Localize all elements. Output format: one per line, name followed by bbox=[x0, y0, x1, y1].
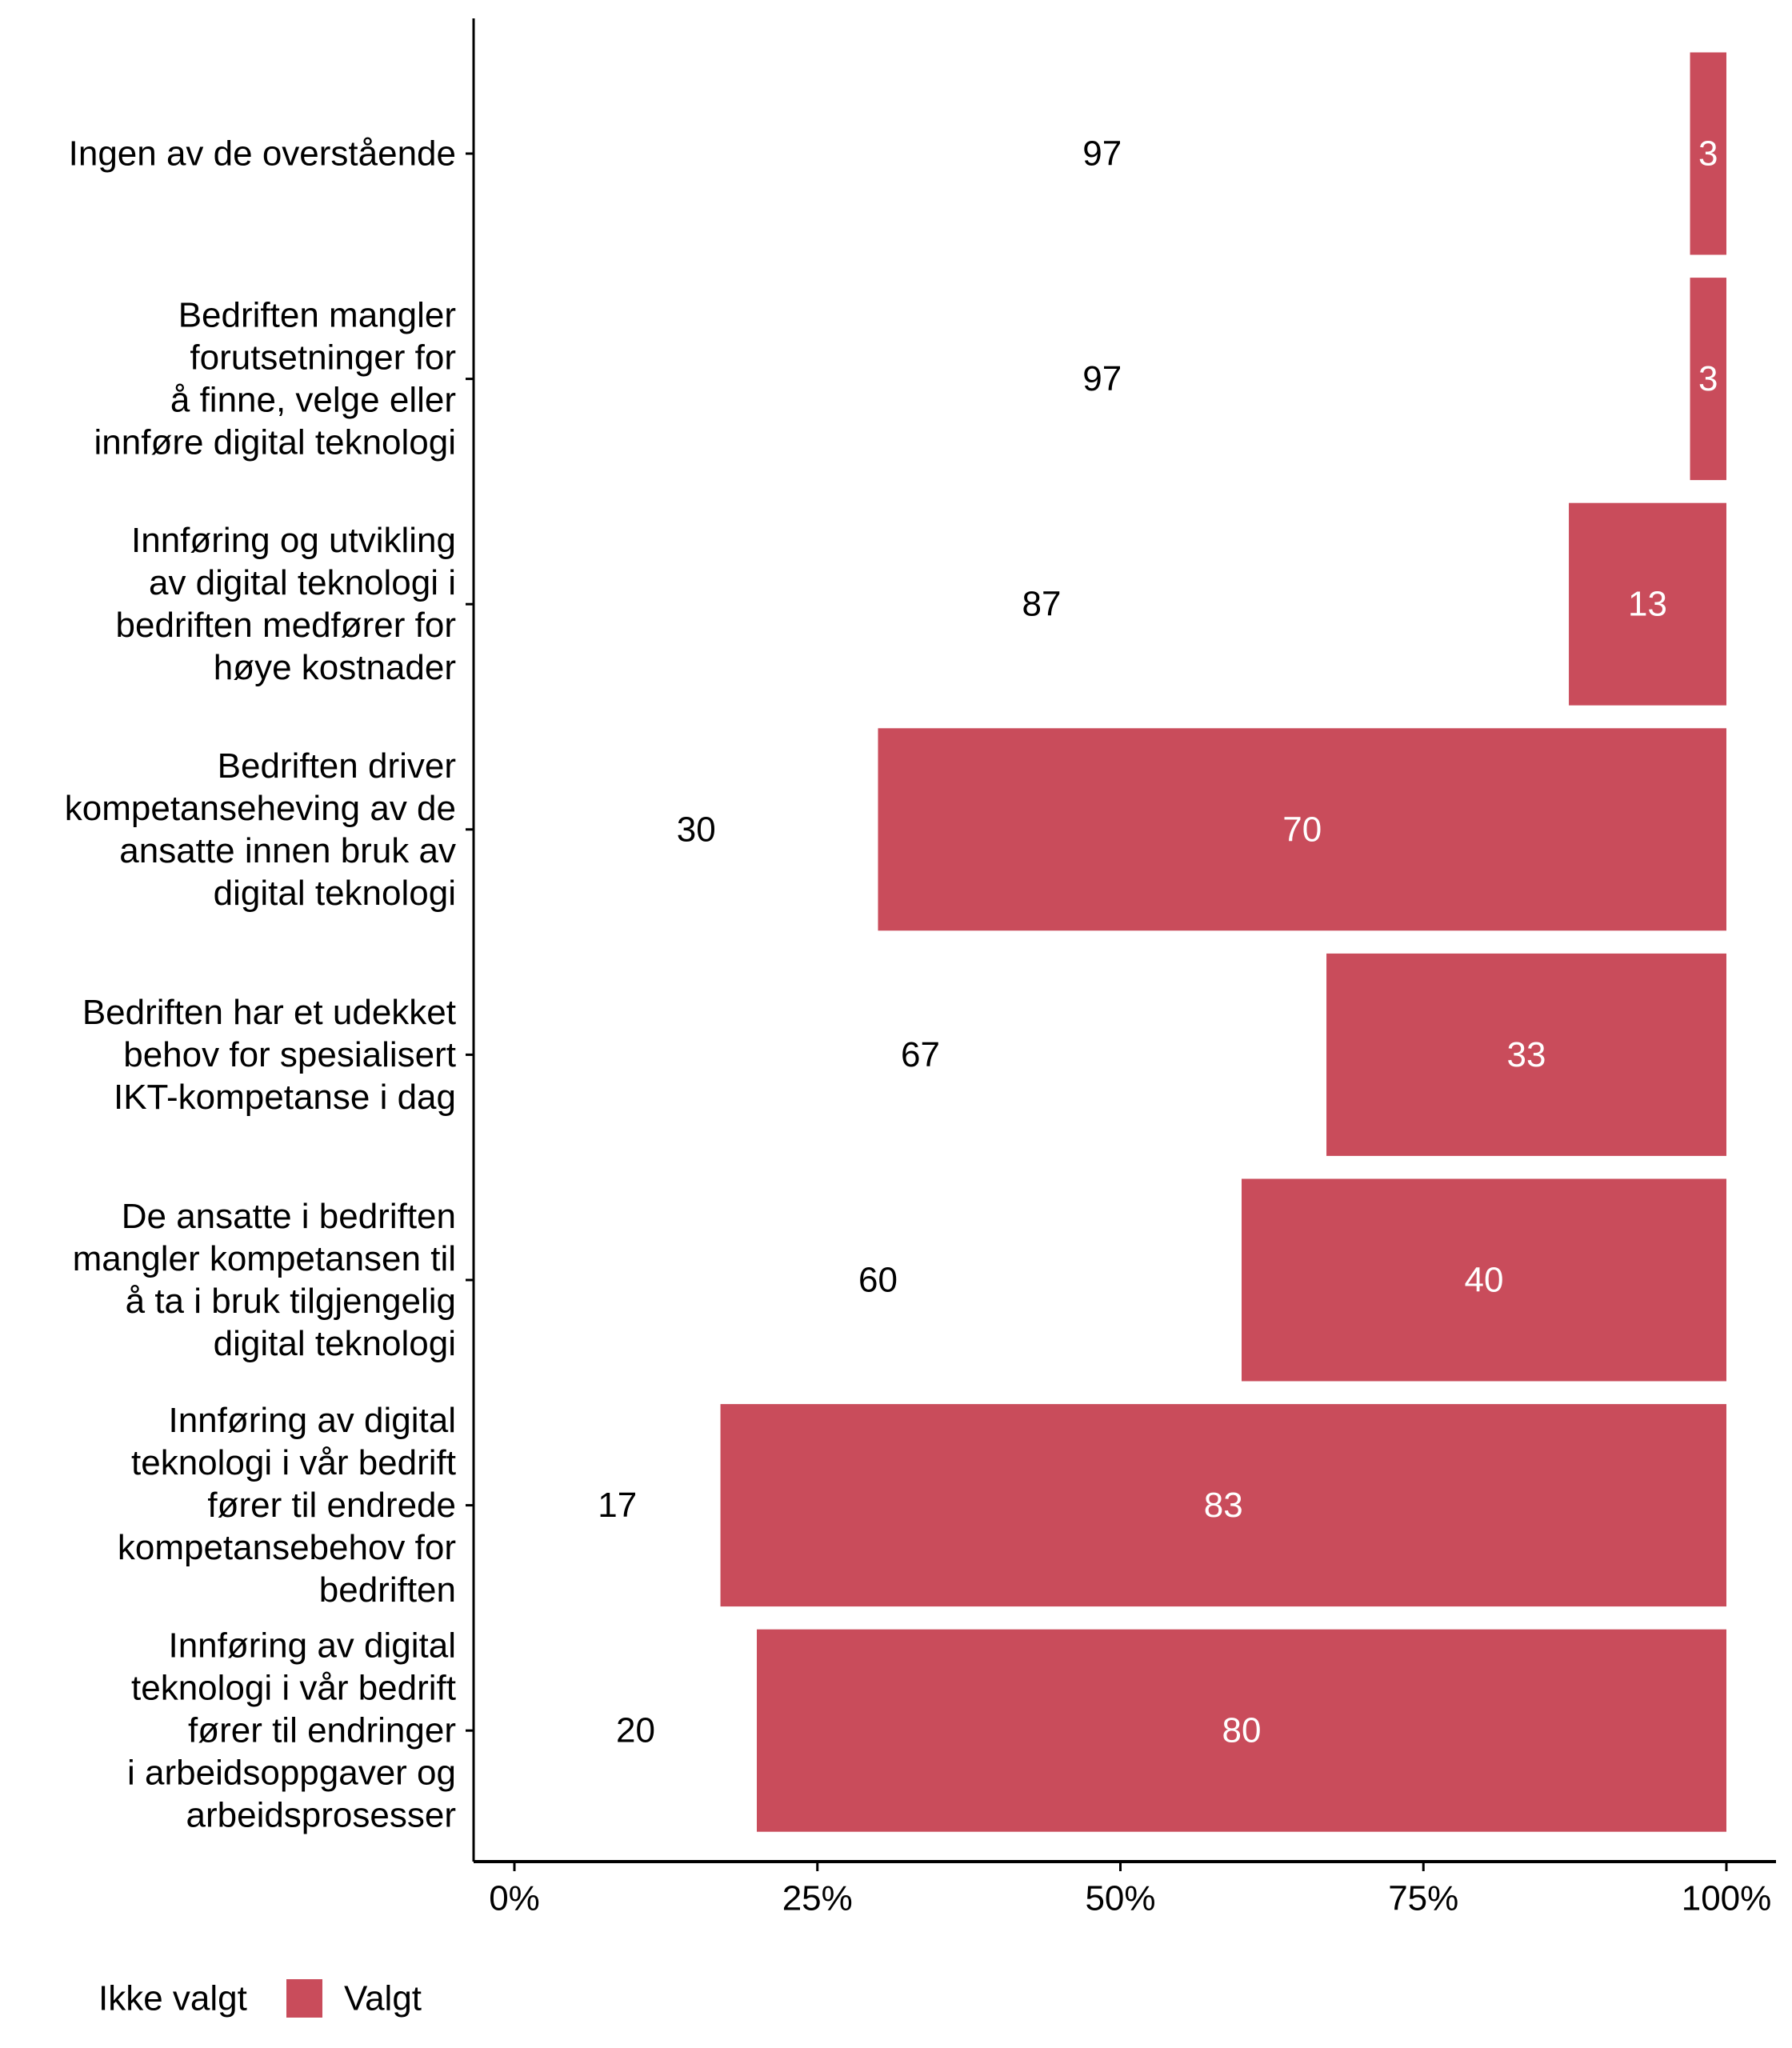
legend-label-ikke-valgt: Ikke valgt bbox=[98, 1979, 247, 2018]
y-tick-label: behov for spesialisert bbox=[123, 1035, 456, 1074]
data-label-valgt: 70 bbox=[1282, 810, 1322, 849]
data-label-valgt: 33 bbox=[1507, 1035, 1546, 1074]
bar-valgt bbox=[720, 1404, 1726, 1607]
bar-valgt bbox=[1242, 1178, 1726, 1382]
data-label-valgt: 83 bbox=[1204, 1486, 1243, 1525]
y-tick-label: arbeidsprosesser bbox=[186, 1796, 457, 1835]
y-tick-label: teknologi i vår bedrift bbox=[131, 1443, 456, 1482]
y-tick-label: digital teknologi bbox=[214, 1324, 456, 1363]
y-tick-label: Bedriften driver bbox=[218, 746, 456, 786]
legend-label-valgt: Valgt bbox=[344, 1979, 422, 2018]
bar-valgt bbox=[1326, 953, 1726, 1156]
y-tick-label: mangler kompetansen til bbox=[73, 1239, 456, 1278]
y-tick-label: digital teknologi bbox=[214, 874, 456, 913]
data-label-valgt: 80 bbox=[1222, 1711, 1262, 1750]
y-tick-label: fører til endringer bbox=[188, 1711, 456, 1750]
y-tick-label: Innføring av digital bbox=[168, 1401, 456, 1440]
data-label-ikke-valgt: 20 bbox=[616, 1711, 655, 1750]
x-tick-label: 75% bbox=[1388, 1879, 1458, 1918]
x-tick-label: 0% bbox=[489, 1879, 540, 1918]
data-label-ikke-valgt: 60 bbox=[858, 1261, 898, 1300]
data-label-valgt: 3 bbox=[1698, 134, 1718, 174]
legend-swatch-valgt bbox=[286, 1979, 322, 2018]
data-label-ikke-valgt: 97 bbox=[1082, 134, 1122, 174]
y-tick-label: kompetanseheving av de bbox=[65, 789, 456, 828]
y-tick-label: kompetansebehov for bbox=[118, 1528, 456, 1567]
x-tick-label: 50% bbox=[1085, 1879, 1155, 1918]
y-tick-label: Innføring og utvikling bbox=[131, 521, 456, 560]
y-tick-label: innføre digital teknologi bbox=[94, 423, 456, 462]
y-tick-label: fører til endrede bbox=[207, 1486, 456, 1525]
data-label-ikke-valgt: 97 bbox=[1082, 359, 1122, 398]
y-tick-label: høye kostnader bbox=[214, 648, 456, 687]
y-tick-label: IKT-kompetanse i dag bbox=[114, 1078, 456, 1117]
data-label-ikke-valgt: 30 bbox=[677, 810, 716, 849]
data-label-valgt: 3 bbox=[1698, 359, 1718, 398]
y-tick-label: Bedriften mangler bbox=[178, 296, 456, 335]
data-label-ikke-valgt: 67 bbox=[901, 1035, 940, 1074]
bar-valgt bbox=[1690, 278, 1726, 481]
bar-valgt bbox=[1690, 52, 1726, 255]
data-label-valgt: 40 bbox=[1465, 1261, 1504, 1300]
y-tick-label: Bedriften har et udekket bbox=[82, 993, 456, 1032]
y-tick-label: bedriften medfører for bbox=[116, 606, 457, 645]
y-tick-label: Innføring av digital bbox=[168, 1626, 456, 1666]
y-tick-label: i arbeidsoppgaver og bbox=[127, 1754, 456, 1793]
data-label-ikke-valgt: 17 bbox=[598, 1486, 637, 1525]
y-tick-label: Ingen av de overstående bbox=[69, 134, 456, 174]
data-label-valgt: 13 bbox=[1628, 585, 1667, 624]
y-tick-label: ansatte innen bruk av bbox=[119, 831, 456, 870]
y-tick-label: De ansatte i bedriften bbox=[122, 1197, 456, 1236]
data-label-ikke-valgt: 87 bbox=[1022, 585, 1062, 624]
y-tick-label: av digital teknologi i bbox=[149, 563, 456, 602]
y-tick-label: forutsetninger for bbox=[190, 338, 456, 378]
bar-valgt bbox=[878, 728, 1726, 931]
y-tick-label: teknologi i vår bedrift bbox=[131, 1669, 456, 1708]
bar-valgt bbox=[1569, 502, 1726, 706]
x-tick-label: 100% bbox=[1682, 1879, 1772, 1918]
y-tick-label: bedriften bbox=[319, 1570, 456, 1610]
bar-valgt bbox=[757, 1629, 1726, 1832]
y-tick-label: å ta i bruk tilgjengelig bbox=[126, 1282, 456, 1321]
x-tick-label: 25% bbox=[782, 1879, 853, 1918]
y-tick-label: å finne, velge eller bbox=[170, 381, 456, 420]
